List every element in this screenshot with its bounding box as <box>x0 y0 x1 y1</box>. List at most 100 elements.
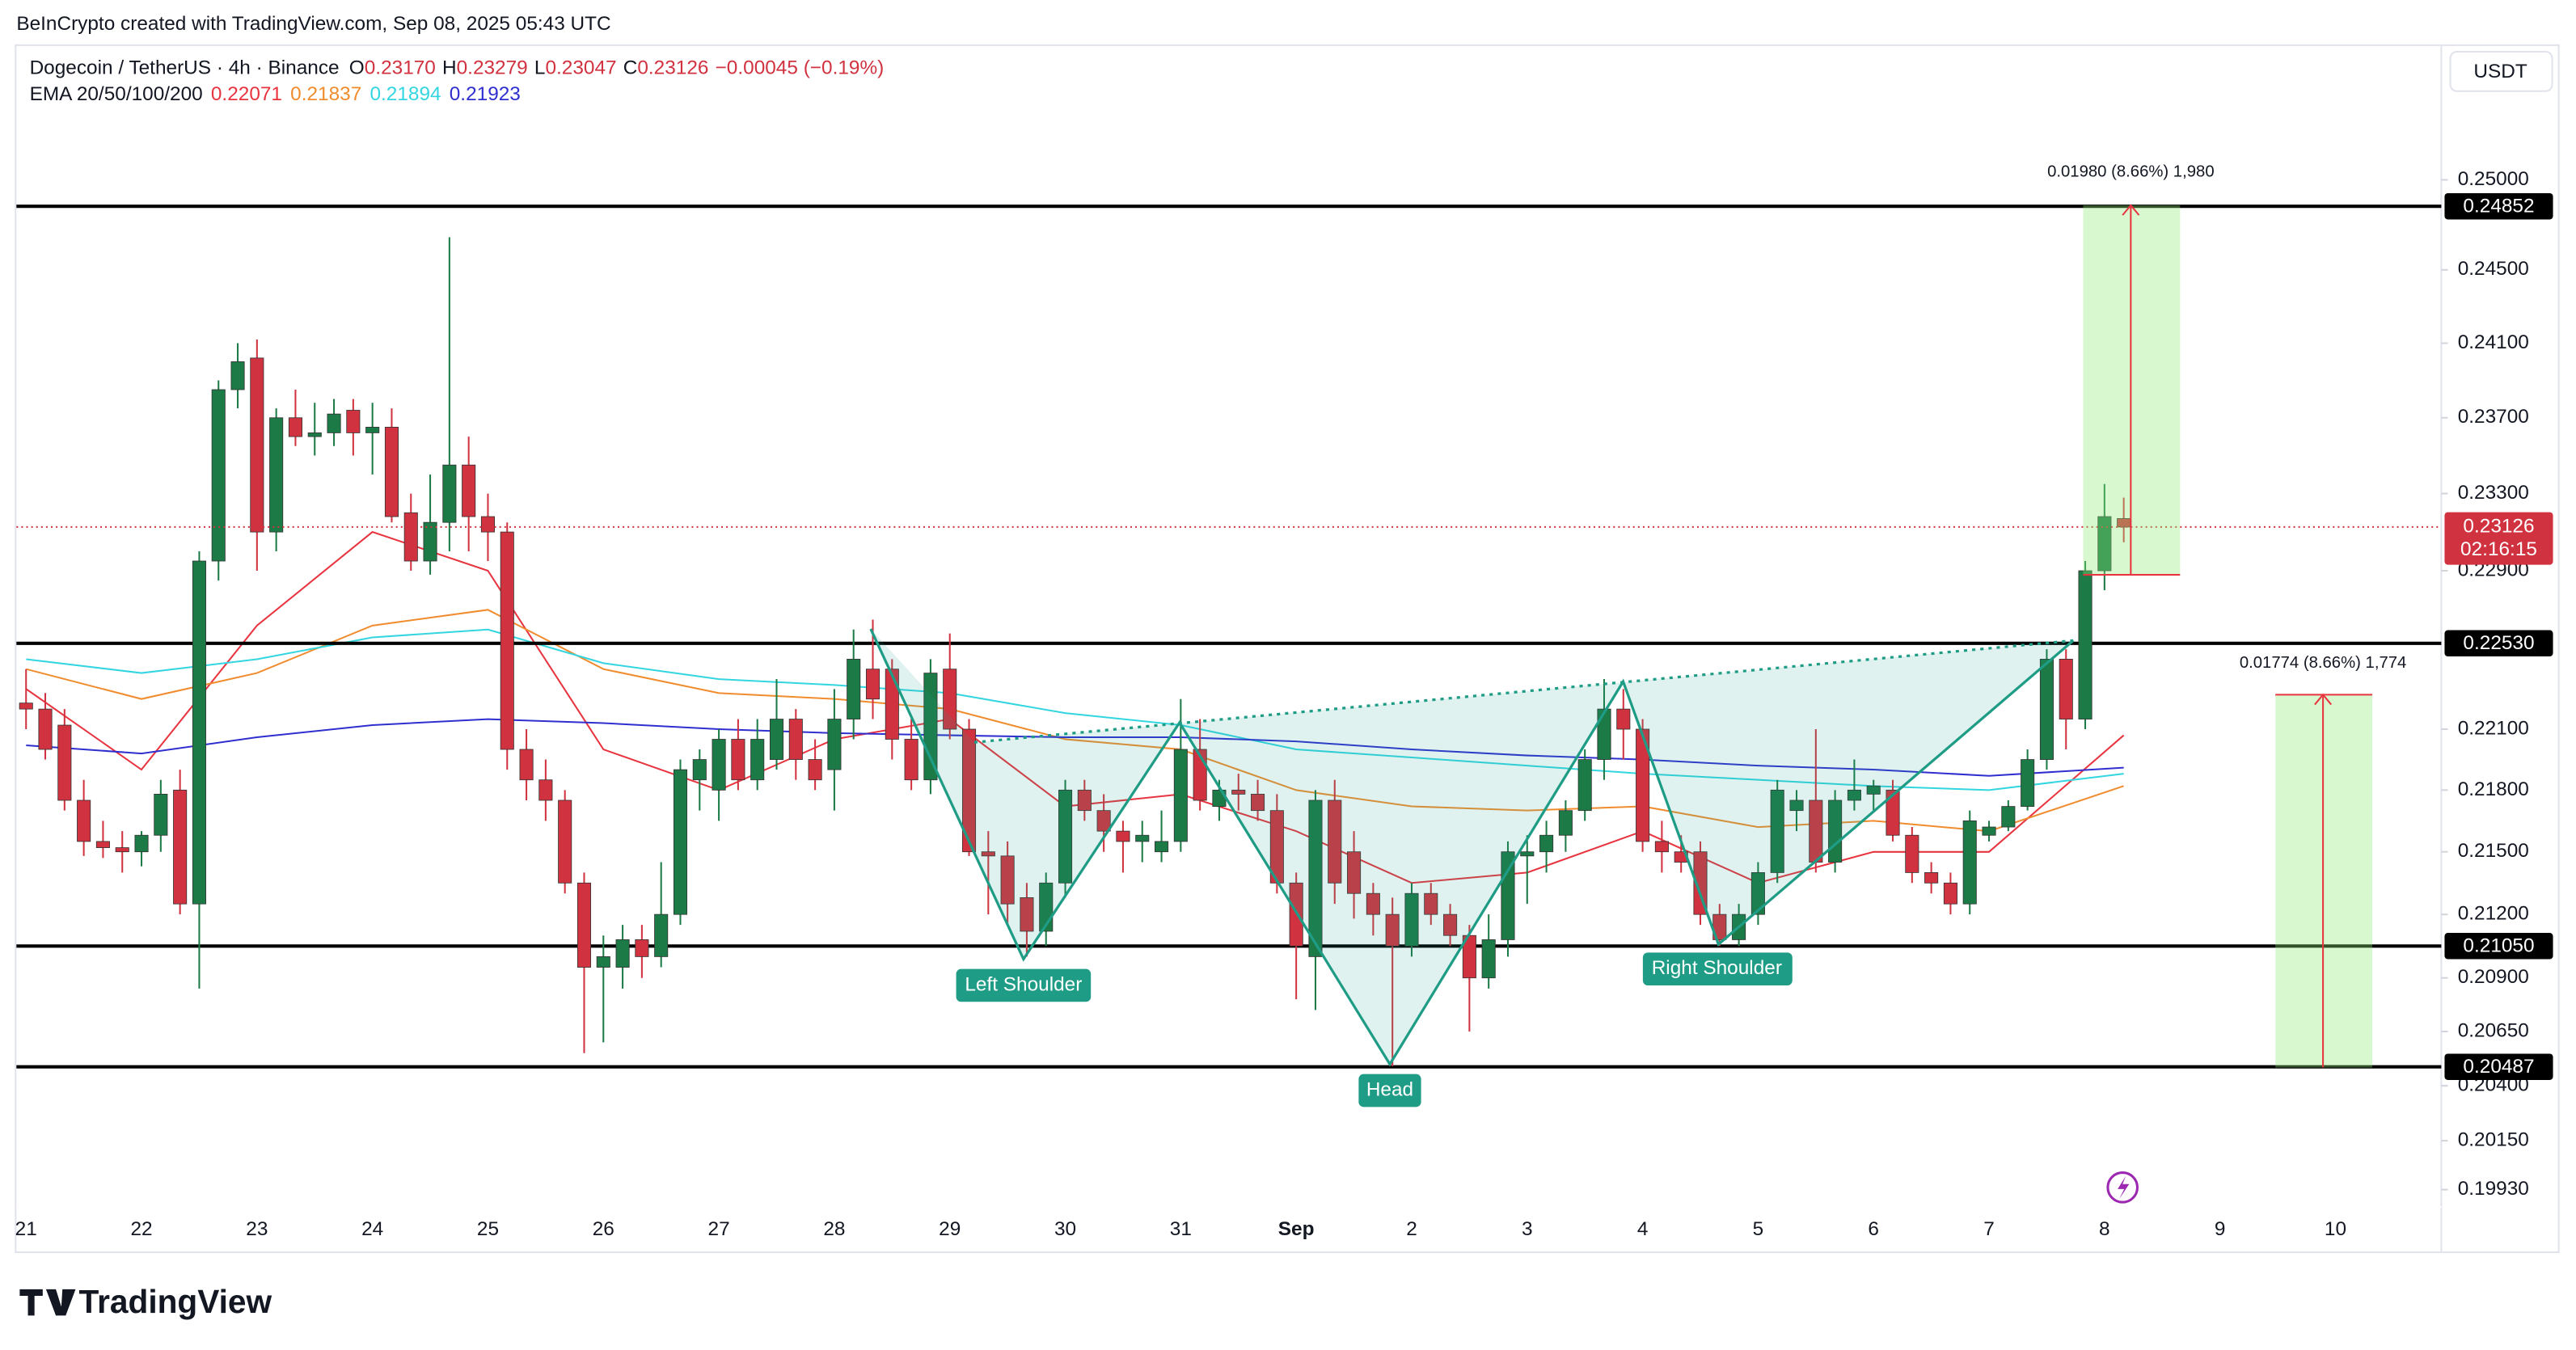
candle-body <box>365 427 380 433</box>
level-tag <box>2444 933 2553 960</box>
event-bolt <box>2118 1175 2130 1200</box>
candle-body <box>2039 659 2054 760</box>
level-tag <box>2444 630 2553 657</box>
candle-body <box>1693 851 1708 915</box>
candle-body <box>1424 892 1438 915</box>
level-tag <box>2444 192 2553 220</box>
currency-button[interactable] <box>2449 50 2553 92</box>
y-tick-label: 0.21500 <box>2458 840 2529 862</box>
candle-body <box>115 847 129 853</box>
projection-label: 0.01980 (8.66%) 1,980 <box>2047 163 2215 181</box>
ohlc-value: 0.23126 <box>637 57 708 79</box>
level-tag-label: 0.24852 <box>2463 196 2534 217</box>
candle-body <box>808 759 822 781</box>
candle-body <box>1616 708 1631 730</box>
x-tick-label: 30 <box>1054 1218 1076 1240</box>
candle-body <box>480 516 496 533</box>
candle-body <box>211 389 226 562</box>
level-tag-label: 0.20487 <box>2463 1056 2534 1078</box>
candle-body <box>1077 789 1092 812</box>
y-tick-label: 0.20900 <box>2458 966 2529 988</box>
ema-value: 0.22071 <box>211 83 282 105</box>
pattern-fill <box>870 629 2074 1065</box>
candle-body <box>1750 871 1765 915</box>
x-tick-label: 2 <box>1406 1218 1417 1240</box>
candle-body <box>403 512 418 562</box>
candle-body <box>1866 785 1881 795</box>
event-icon[interactable] <box>2106 1171 2139 1204</box>
candle-body <box>1385 913 1400 947</box>
credit: BeInCrypto created with TradingView.com,… <box>16 13 610 35</box>
candle-body <box>1404 892 1419 947</box>
candle-body <box>885 669 899 740</box>
candle-body <box>442 464 457 523</box>
candle-body <box>500 531 514 750</box>
x-tick-label: 31 <box>1170 1218 1192 1240</box>
last-price-tag <box>2444 512 2553 565</box>
candle-body <box>346 410 361 433</box>
candle-body <box>1000 855 1015 905</box>
x-tick-label: 8 <box>2099 1218 2110 1240</box>
candle-body <box>77 799 91 842</box>
candle-body <box>904 739 918 781</box>
chart-frame <box>15 44 2560 1254</box>
x-tick-label: 4 <box>1637 1218 1649 1240</box>
x-tick-label: 9 <box>2215 1218 2226 1240</box>
candle-body <box>1308 799 1323 957</box>
candle-body <box>2059 659 2073 719</box>
candle-body <box>19 702 33 710</box>
x-tick-label: 25 <box>477 1218 499 1240</box>
level-tag-label: 0.21050 <box>2463 935 2534 957</box>
arrow-head <box>2122 204 2140 216</box>
candle-body <box>1577 759 1592 812</box>
candle-body <box>576 882 592 968</box>
candle-body <box>1905 834 1919 873</box>
candle-body <box>1962 820 1977 905</box>
candle-body <box>1347 851 1362 894</box>
ema-value: 0.21923 <box>450 83 521 105</box>
label-box <box>1642 952 1793 985</box>
candle-body <box>192 560 206 905</box>
candle-body <box>1096 810 1111 832</box>
candle-body <box>38 708 53 750</box>
candle-body <box>250 357 264 533</box>
candle-body <box>384 427 399 517</box>
ohlc-key: H <box>442 57 457 79</box>
candle-body <box>1770 789 1784 873</box>
logo-mark <box>19 1289 76 1316</box>
candle-body <box>981 851 995 857</box>
candle-body <box>1481 939 1496 979</box>
y-tick-label: 0.23300 <box>2458 482 2529 504</box>
candle-body <box>2001 806 2016 828</box>
x-tick-label: 27 <box>708 1218 730 1240</box>
candle-body <box>961 728 977 853</box>
candle-body <box>307 432 322 437</box>
candle-body <box>230 361 245 390</box>
candle-body <box>57 724 72 801</box>
candle-body <box>750 739 765 781</box>
ohlc-key: C <box>623 57 638 79</box>
x-tick-label: 5 <box>1753 1218 1764 1240</box>
left-shoulder-label: Left Shoulder <box>965 973 1082 995</box>
currency[interactable]: USDT <box>2473 61 2527 82</box>
candle-body <box>1982 826 1996 836</box>
plot-area: 0.250000.245000.241000.237000.233000.229… <box>15 168 2529 1240</box>
candle-body <box>269 417 284 533</box>
candle-body <box>731 739 745 781</box>
candle-body <box>327 413 341 433</box>
x-tick-label: 23 <box>246 1218 268 1240</box>
candle-body <box>423 521 437 562</box>
neckline <box>973 639 2074 744</box>
candle-body <box>692 759 707 781</box>
candle-body <box>1251 793 1265 812</box>
candle-body <box>2078 570 2092 719</box>
ema-line <box>26 628 2124 791</box>
symbol-line: Dogecoin / TetherUS · 4h · Binance O0.231… <box>30 57 885 79</box>
ema-value: 0.21894 <box>370 83 441 105</box>
ema-line <box>26 609 2124 833</box>
candle-body <box>1116 830 1130 842</box>
last-price-label: 0.23126 <box>2463 515 2534 537</box>
candle-body <box>558 799 572 884</box>
